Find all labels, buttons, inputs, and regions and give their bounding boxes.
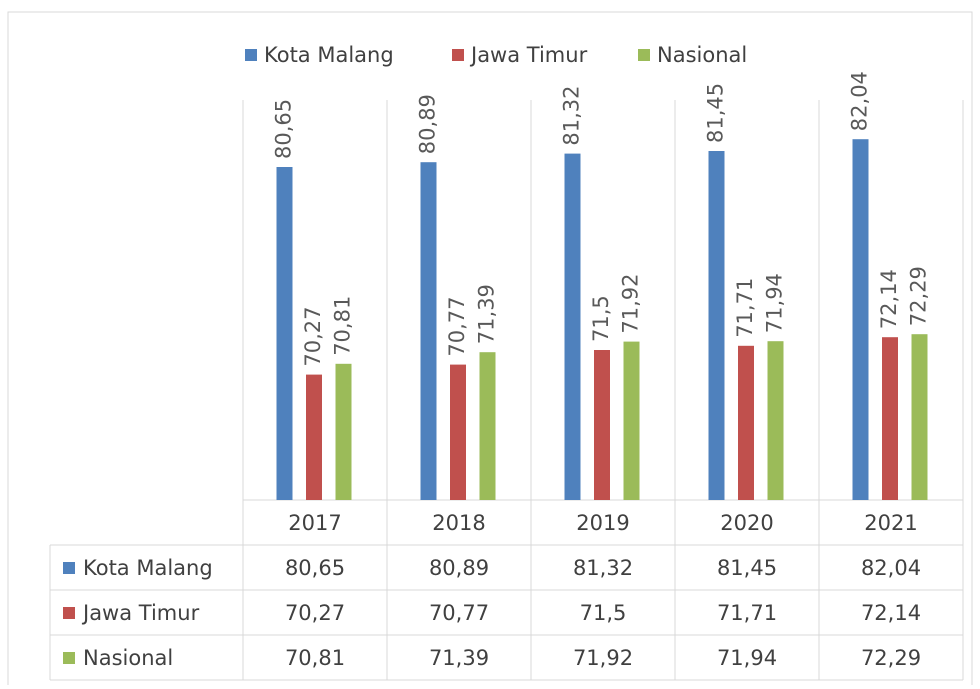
table-cell: 70,27 (285, 601, 345, 625)
data-label: 81,32 (560, 85, 584, 145)
table-cell: 72,14 (861, 601, 921, 625)
table-row-label: Kota Malang (83, 556, 213, 580)
table-cell: 71,39 (429, 646, 489, 670)
chart-frame (7, 11, 973, 689)
data-label: 80,89 (416, 94, 440, 154)
bar (911, 334, 928, 500)
table-legend-swatch (63, 562, 75, 574)
data-label: 72,14 (877, 269, 901, 329)
data-label: 70,77 (445, 296, 469, 356)
bar (708, 151, 725, 500)
table-cell: 70,77 (429, 601, 489, 625)
data-label: 81,45 (704, 83, 728, 143)
data-label: 71,94 (763, 273, 787, 333)
legend-swatch (452, 49, 464, 61)
bar (594, 350, 610, 500)
data-label: 70,81 (331, 296, 355, 356)
table-row-label: Nasional (83, 646, 173, 670)
table-cell: 71,71 (717, 601, 777, 625)
x-tick-label: 2018 (432, 511, 485, 535)
bar (738, 345, 754, 500)
table-cell: 71,94 (717, 646, 777, 670)
legend-label: Kota Malang (264, 43, 394, 67)
data-label: 71,71 (733, 278, 757, 338)
legend-swatch (245, 49, 257, 61)
x-tick-label: 2019 (576, 511, 629, 535)
data-label: 80,65 (272, 99, 296, 159)
bar (306, 374, 322, 500)
data-label: 72,29 (907, 266, 931, 326)
bar (882, 337, 898, 500)
table-cell: 80,89 (429, 556, 489, 580)
table-cell: 71,92 (573, 646, 633, 670)
table-cell: 70,81 (285, 646, 345, 670)
table-cell: 72,29 (861, 646, 921, 670)
bar (852, 139, 869, 500)
legend-label: Jawa Timur (469, 43, 588, 67)
bar (767, 341, 784, 500)
table-cell: 81,32 (573, 556, 633, 580)
data-label: 71,92 (619, 273, 643, 333)
legend-swatch (638, 49, 650, 61)
x-tick-label: 2017 (288, 511, 341, 535)
bar (450, 364, 466, 500)
table-cell: 71,5 (580, 601, 627, 625)
bar (479, 352, 496, 500)
bar (420, 162, 437, 500)
table-row-label: Jawa Timur (81, 601, 200, 625)
data-label: 82,04 (848, 71, 872, 131)
data-label: 70,27 (301, 306, 325, 366)
table-cell: 80,65 (285, 556, 345, 580)
x-tick-label: 2021 (864, 511, 917, 535)
table-legend-swatch (63, 607, 75, 619)
bar (564, 153, 581, 500)
data-label: 71,39 (475, 284, 499, 344)
bar (335, 363, 352, 500)
bar (276, 167, 293, 500)
table-legend-swatch (63, 652, 75, 664)
bar (623, 341, 640, 500)
table-cell: 82,04 (861, 556, 921, 580)
legend-label: Nasional (657, 43, 747, 67)
x-tick-label: 2020 (720, 511, 773, 535)
table-cell: 81,45 (717, 556, 777, 580)
data-label: 71,5 (589, 295, 613, 342)
